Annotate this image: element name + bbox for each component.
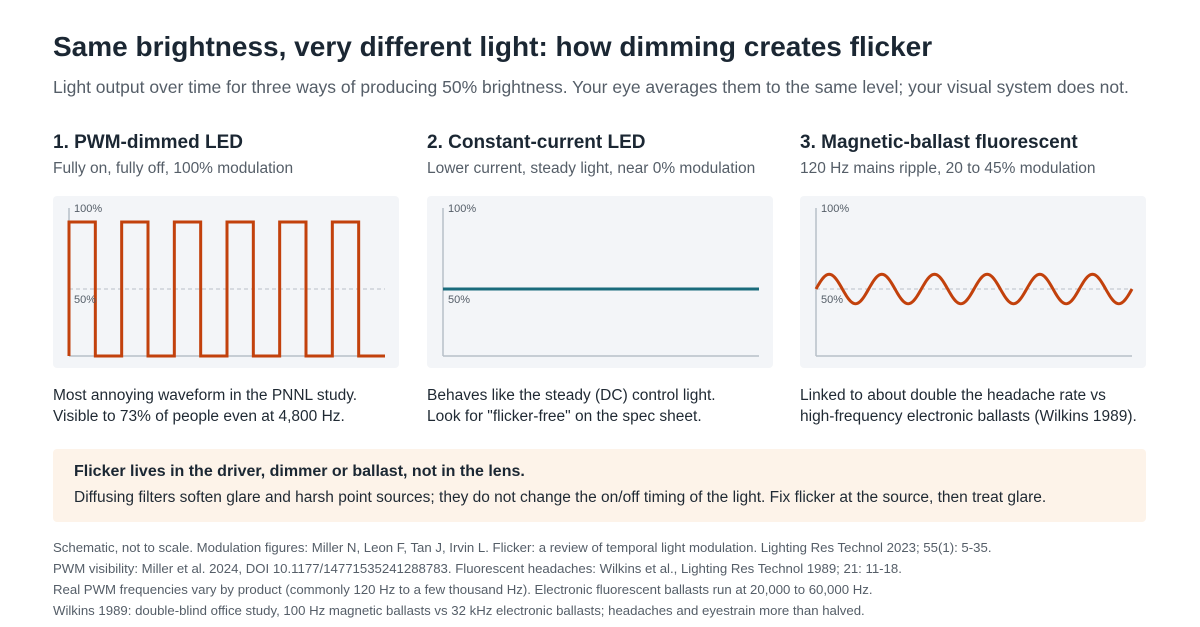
source-line: PWM visibility: Miller et al. 2024, DOI … — [53, 561, 902, 576]
y-tick-label: 50% — [821, 294, 843, 306]
panel-note-line: Linked to about double the headache rate… — [800, 387, 1106, 404]
panel-fluorescent: 3. Magnetic-ballast fluorescent 120 Hz m… — [800, 130, 1150, 427]
chart-fluorescent: 100% 50% — [814, 203, 1134, 357]
panel-heading: 1. PWM-dimmed LED — [53, 132, 244, 153]
plot-area-pwm: 100% 50% — [53, 196, 399, 368]
panel-note: Linked to about double the headache rate… — [800, 385, 1150, 427]
source-line: Real PWM frequencies vary by product (co… — [53, 582, 873, 597]
callout-title: Flicker lives in the driver, dimmer or b… — [74, 463, 525, 480]
y-tick-label: 100% — [448, 203, 476, 215]
y-tick-label: 50% — [448, 294, 470, 306]
source-line: Schematic, not to scale. Modulation figu… — [53, 540, 992, 555]
panel-subheading: Lower current, steady light, near 0% mod… — [427, 160, 756, 177]
panel-constant-current: 2. Constant-current LED Lower current, s… — [427, 130, 777, 427]
series-line — [67, 220, 385, 358]
panel-note-line: Most annoying waveform in the PNNL study… — [53, 387, 358, 404]
source-line: Wilkins 1989: double-blind office study,… — [53, 603, 865, 618]
plot-area-fluorescent: 100% 50% — [800, 196, 1146, 368]
panel-note: Most annoying waveform in the PNNL study… — [53, 385, 403, 427]
panel-note-line: Look for "flicker-free" on the spec shee… — [427, 408, 702, 425]
page-title: Same brightness, very different light: h… — [53, 31, 933, 62]
chart-constant: 100% 50% — [442, 203, 759, 357]
chart-pwm: 100% 50% — [67, 203, 385, 358]
panel-heading: 2. Constant-current LED — [427, 132, 646, 153]
panel-subheading: Fully on, fully off, 100% modulation — [53, 160, 294, 177]
panel-note-line: high-frequency electronic ballasts (Wilk… — [800, 408, 1137, 425]
panel-note-line: Visible to 73% of people even at 4,800 H… — [53, 408, 345, 425]
plot-area-constant: 100% 50% — [427, 196, 773, 368]
y-tick-label: 50% — [74, 294, 96, 306]
panel-note: Behaves like the steady (DC) control lig… — [427, 385, 777, 427]
panel-subheading: 120 Hz mains ripple, 20 to 45% modulatio… — [800, 160, 1096, 177]
page-subtitle: Light output over time for three ways of… — [53, 77, 1129, 97]
panel-pwm: 1. PWM-dimmed LED Fully on, fully off, 1… — [53, 130, 403, 427]
callout-text: Diffusing filters soften glare and harsh… — [74, 489, 1047, 506]
sources-footnotes: Schematic, not to scale. Modulation figu… — [53, 537, 991, 621]
callout-box: Flicker lives in the driver, dimmer or b… — [53, 449, 1146, 522]
y-tick-label: 100% — [74, 203, 102, 215]
y-tick-label: 100% — [821, 203, 849, 215]
panel-heading: 3. Magnetic-ballast fluorescent — [800, 132, 1078, 153]
series-line — [814, 272, 1134, 306]
panel-note-line: Behaves like the steady (DC) control lig… — [427, 387, 716, 404]
